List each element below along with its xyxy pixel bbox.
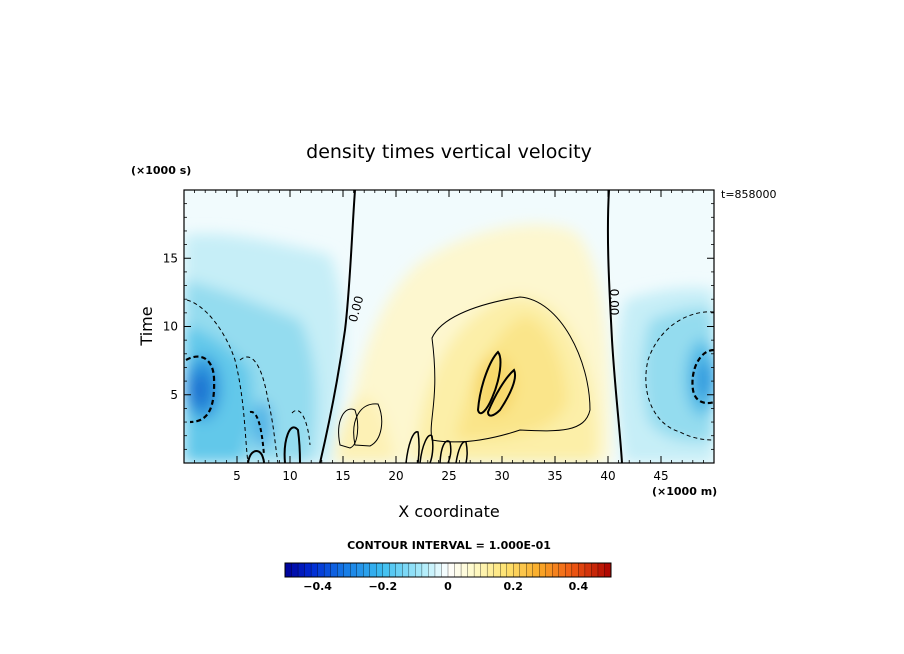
colorbar-cell bbox=[467, 562, 475, 578]
colorbar-cell bbox=[402, 562, 410, 578]
colorbar-tick-label: −0.4 bbox=[303, 580, 332, 593]
y-unit-label: (×1000 s) bbox=[131, 164, 191, 177]
colorbar-cell bbox=[604, 562, 612, 578]
colorbar-cell bbox=[545, 562, 553, 578]
colorbar-cell bbox=[434, 562, 442, 578]
y-tick-label: 15 bbox=[163, 251, 178, 265]
contours bbox=[185, 190, 714, 463]
colorbar-cell bbox=[460, 562, 468, 578]
x-unit-label: (×1000 m) bbox=[652, 485, 717, 498]
colorbar-cell bbox=[317, 562, 325, 578]
y-tick-label: 5 bbox=[170, 388, 178, 402]
colorbar-cell bbox=[350, 562, 358, 578]
colorbar-cell bbox=[597, 562, 605, 578]
x-tick-label: 20 bbox=[388, 469, 403, 483]
colorbar-cell bbox=[539, 562, 547, 578]
colorbar-cell bbox=[382, 562, 390, 578]
x-tick-label: 30 bbox=[494, 469, 509, 483]
colorbar-cell bbox=[513, 562, 521, 578]
colorbar-cell bbox=[506, 562, 514, 578]
contour-interval-label: CONTOUR INTERVAL = 1.000E-01 bbox=[347, 539, 551, 552]
x-tick-label: 10 bbox=[282, 469, 297, 483]
colorbar-cell bbox=[389, 562, 397, 578]
colorbar bbox=[284, 562, 612, 578]
colorbar-frame bbox=[284, 562, 612, 578]
contour-label-left: 0.00 bbox=[346, 294, 366, 323]
x-tick-label: 40 bbox=[600, 469, 615, 483]
colorbar-cell bbox=[584, 562, 592, 578]
colorbar-cell bbox=[565, 562, 573, 578]
x-tick-label: 35 bbox=[547, 469, 562, 483]
colorbar-cell bbox=[363, 562, 371, 578]
chart-title: density times vertical velocity bbox=[306, 141, 592, 163]
field-shading bbox=[184, 190, 714, 463]
colorbar-cell bbox=[571, 562, 579, 578]
colorbar-cell bbox=[304, 562, 312, 578]
colorbar-tick-label: 0.2 bbox=[503, 580, 523, 593]
colorbar-cell bbox=[526, 562, 534, 578]
colorbar-cell bbox=[343, 562, 351, 578]
colorbar-cell bbox=[486, 562, 494, 578]
x-axis-label: X coordinate bbox=[398, 502, 499, 521]
colorbar-cell bbox=[532, 562, 540, 578]
colorbar-cell bbox=[330, 562, 338, 578]
colorbar-tick-label: −0.2 bbox=[368, 580, 397, 593]
colorbar-cell bbox=[519, 562, 527, 578]
y-axis: 5 10 15 bbox=[163, 203, 714, 450]
colorbar-cell bbox=[369, 562, 377, 578]
colorbar-cell bbox=[408, 562, 416, 578]
colorbar-cell bbox=[284, 562, 292, 578]
y-tick-label: 10 bbox=[163, 320, 178, 334]
colorbar-cell bbox=[578, 562, 586, 578]
x-tick-label: 25 bbox=[441, 469, 456, 483]
colorbar-cell bbox=[500, 562, 508, 578]
x-tick-label: 5 bbox=[233, 469, 241, 483]
colorbar-cell bbox=[447, 562, 455, 578]
x-axis: 5 10 15 20 25 30 35 40 45 bbox=[194, 190, 704, 483]
colorbar-tick-label: 0.4 bbox=[569, 580, 589, 593]
colorbar-cell bbox=[493, 562, 501, 578]
colorbar-cell bbox=[441, 562, 449, 578]
contour-label-right: 0.00 bbox=[607, 289, 621, 316]
colorbar-cell bbox=[291, 562, 299, 578]
time-stamp-label: t=858000 bbox=[721, 188, 777, 201]
colorbar-cell bbox=[591, 562, 599, 578]
colorbar-cell bbox=[310, 562, 318, 578]
colorbar-cell bbox=[552, 562, 560, 578]
colorbar-ticks: −0.4 −0.2 0 0.2 0.4 bbox=[303, 580, 588, 593]
colorbar-cell bbox=[323, 562, 331, 578]
colorbar-cell bbox=[480, 562, 488, 578]
colorbar-cell bbox=[454, 562, 462, 578]
colorbar-tick-label: 0 bbox=[444, 580, 452, 593]
colorbar-cell bbox=[558, 562, 566, 578]
colorbar-cell bbox=[297, 562, 305, 578]
colorbar-cell bbox=[415, 562, 423, 578]
x-tick-label: 15 bbox=[335, 469, 350, 483]
colorbar-cell bbox=[356, 562, 364, 578]
colorbar-cell bbox=[376, 562, 384, 578]
colorbar-cell bbox=[421, 562, 429, 578]
colorbar-cell bbox=[395, 562, 403, 578]
x-tick-label: 45 bbox=[653, 469, 668, 483]
colorbar-cell bbox=[473, 562, 481, 578]
y-axis-label: Time bbox=[137, 306, 156, 346]
colorbar-cell bbox=[428, 562, 436, 578]
colorbar-cell bbox=[337, 562, 345, 578]
